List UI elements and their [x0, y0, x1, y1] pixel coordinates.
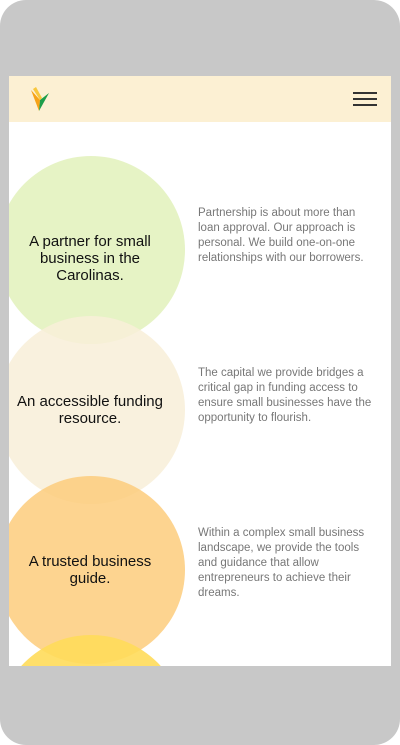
- feature-description: The capital we provide bridges a critica…: [198, 367, 372, 424]
- page-viewport: A partner for small business in the Caro…: [9, 76, 391, 666]
- feature-description: Within a complex small business landscap…: [198, 527, 365, 599]
- menu-line: [353, 92, 377, 94]
- feature-circle: [9, 156, 185, 344]
- menu-line: [353, 98, 377, 100]
- feature-circle: [9, 316, 185, 504]
- header-bar: [9, 76, 391, 122]
- feature-description: Partnership is about more than loan appr…: [198, 207, 364, 264]
- menu-line: [353, 104, 377, 106]
- leaf-logo-icon[interactable]: [27, 84, 53, 112]
- feature-headline: An accessible funding resource.: [17, 393, 163, 427]
- feature-circle: [9, 476, 185, 664]
- hamburger-menu-icon[interactable]: [353, 90, 377, 108]
- feature-headline: A trusted business guide.: [28, 553, 152, 587]
- feature-headline: A partner for small business in the Caro…: [29, 233, 151, 284]
